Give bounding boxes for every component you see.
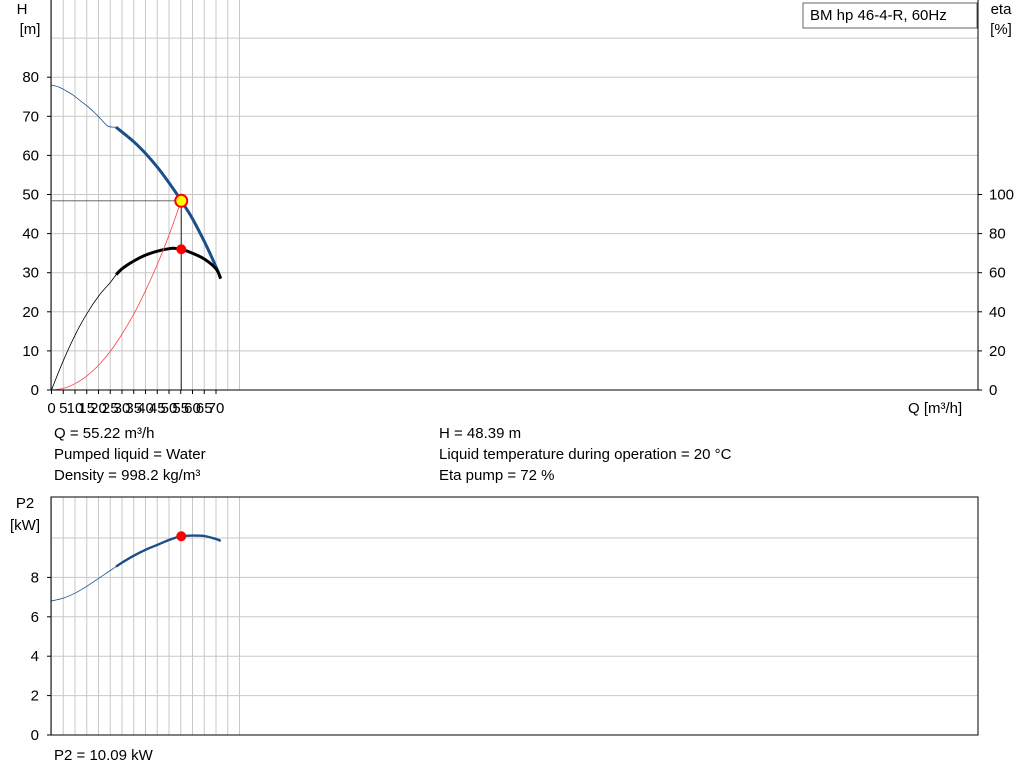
p2-tick-label: 0 <box>31 727 39 744</box>
info-flow: Q = 55.22 m³/h <box>54 425 155 442</box>
x-tick-label: 45 <box>149 400 166 417</box>
x-tick-label: 30 <box>114 400 131 417</box>
y2-axis-label: eta <box>991 1 1013 18</box>
y-tick-label: 0 <box>31 382 39 399</box>
power-curve-thick <box>115 534 222 568</box>
x-tick-label: 20 <box>90 400 107 417</box>
y-tick-label: 80 <box>22 69 39 86</box>
y-axis-unit: [m] <box>20 21 41 38</box>
y-tick-label: 40 <box>22 226 39 243</box>
info-density: Density = 998.2 kg/m³ <box>54 467 201 484</box>
y2-tick-label: 60 <box>989 265 1006 282</box>
eta-curve-thin <box>51 274 117 391</box>
top-chart-tick-labels: 0 5 10152025303540455055606570010203040506… <box>22 69 1014 417</box>
info-temperature: Liquid temperature during operation = 20… <box>439 446 732 463</box>
y-tick-label: 20 <box>22 304 39 321</box>
head-curve-thin <box>51 84 117 128</box>
legend-box <box>802 2 978 29</box>
p2-tick-label: 2 <box>31 688 39 705</box>
x-tick-label: 60 <box>184 400 201 417</box>
y-axis-label: H <box>17 1 28 18</box>
y-tick-label: 70 <box>22 108 39 125</box>
y2-axis-unit: [%] <box>990 21 1012 38</box>
top-chart-grid <box>51 0 978 391</box>
power-operating-point <box>176 531 187 542</box>
info-head: H = 48.39 m <box>439 425 522 442</box>
x-tick-label: 70 <box>208 400 225 417</box>
info-liquid: Pumped liquid = Water <box>54 446 206 463</box>
p2-axes-frame <box>50 496 979 736</box>
bottom-chart-curves <box>51 534 222 602</box>
x-tick-label: 15 <box>78 400 95 417</box>
p2-axis-unit: [kW] <box>10 517 40 534</box>
p2-tick-label: 8 <box>31 569 39 586</box>
system-curve <box>51 200 182 391</box>
y2-tick-label: 20 <box>989 343 1006 360</box>
y2-tick-label: 100 <box>989 187 1014 204</box>
y2-tick-label: 40 <box>989 304 1006 321</box>
y2-tick-label: 0 <box>989 382 997 399</box>
info-eta-pump: Eta pump = 72 % <box>439 467 555 484</box>
x-tick-label: 0 <box>47 400 55 417</box>
x-tick-label: 5 <box>59 400 67 417</box>
p2-tick-label: 4 <box>31 648 39 665</box>
p2-tick-label: 6 <box>31 609 39 626</box>
x-tick-label: 35 <box>125 400 142 417</box>
x-tick-label: 40 <box>137 400 154 417</box>
y-tick-label: 30 <box>22 265 39 282</box>
y-tick-label: 50 <box>22 187 39 204</box>
bottom-chart-grid <box>51 497 978 736</box>
x-tick-label: 50 <box>161 400 178 417</box>
x-tick-label: 65 <box>196 400 213 417</box>
top-chart-curves <box>51 84 223 391</box>
top-chart-axes <box>47 0 982 394</box>
x-tick-label: 10 <box>67 400 84 417</box>
x-tick-label: 25 <box>102 400 119 417</box>
p2-axis-label: P2 <box>16 495 34 512</box>
x-axis-label: Q [m³/h] <box>908 400 962 417</box>
eta-curve-thick <box>115 246 223 280</box>
y2-tick-label: 80 <box>989 226 1006 243</box>
legend-title: BM hp 46-4-R, 60Hz <box>810 7 947 24</box>
eta-operating-point <box>176 244 187 255</box>
info-power: P2 = 10.09 kW <box>54 747 153 764</box>
bottom-chart-axes <box>47 496 979 736</box>
head-operating-point <box>174 193 189 208</box>
power-curve-thin <box>51 566 117 602</box>
operating-points <box>51 193 189 542</box>
x-tick-label: 55 <box>172 400 189 417</box>
bottom-chart-tick-labels: 0 2 4 6 8 <box>31 569 39 744</box>
y-tick-label: 10 <box>22 343 39 360</box>
head-curve-thick <box>115 126 223 280</box>
legend: BM hp 46-4-R, 60Hz <box>802 2 978 29</box>
y-tick-label: 60 <box>22 147 39 164</box>
